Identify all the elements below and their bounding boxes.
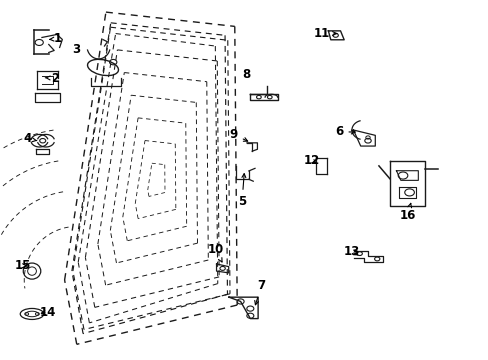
Text: 13: 13: [343, 245, 359, 258]
Text: 2: 2: [45, 72, 59, 85]
Text: 12: 12: [303, 154, 319, 167]
Text: 14: 14: [40, 306, 56, 319]
Text: 10: 10: [207, 243, 223, 262]
Text: 7: 7: [254, 279, 265, 305]
Text: 1: 1: [50, 32, 61, 45]
Text: 16: 16: [398, 203, 415, 222]
Text: 5: 5: [238, 174, 245, 208]
Text: 9: 9: [229, 128, 247, 141]
Text: 3: 3: [72, 43, 80, 56]
Text: 8: 8: [242, 68, 250, 81]
Text: 15: 15: [15, 259, 31, 272]
Text: 11: 11: [313, 27, 336, 40]
Text: 4: 4: [23, 132, 37, 145]
Text: 6: 6: [334, 125, 354, 138]
